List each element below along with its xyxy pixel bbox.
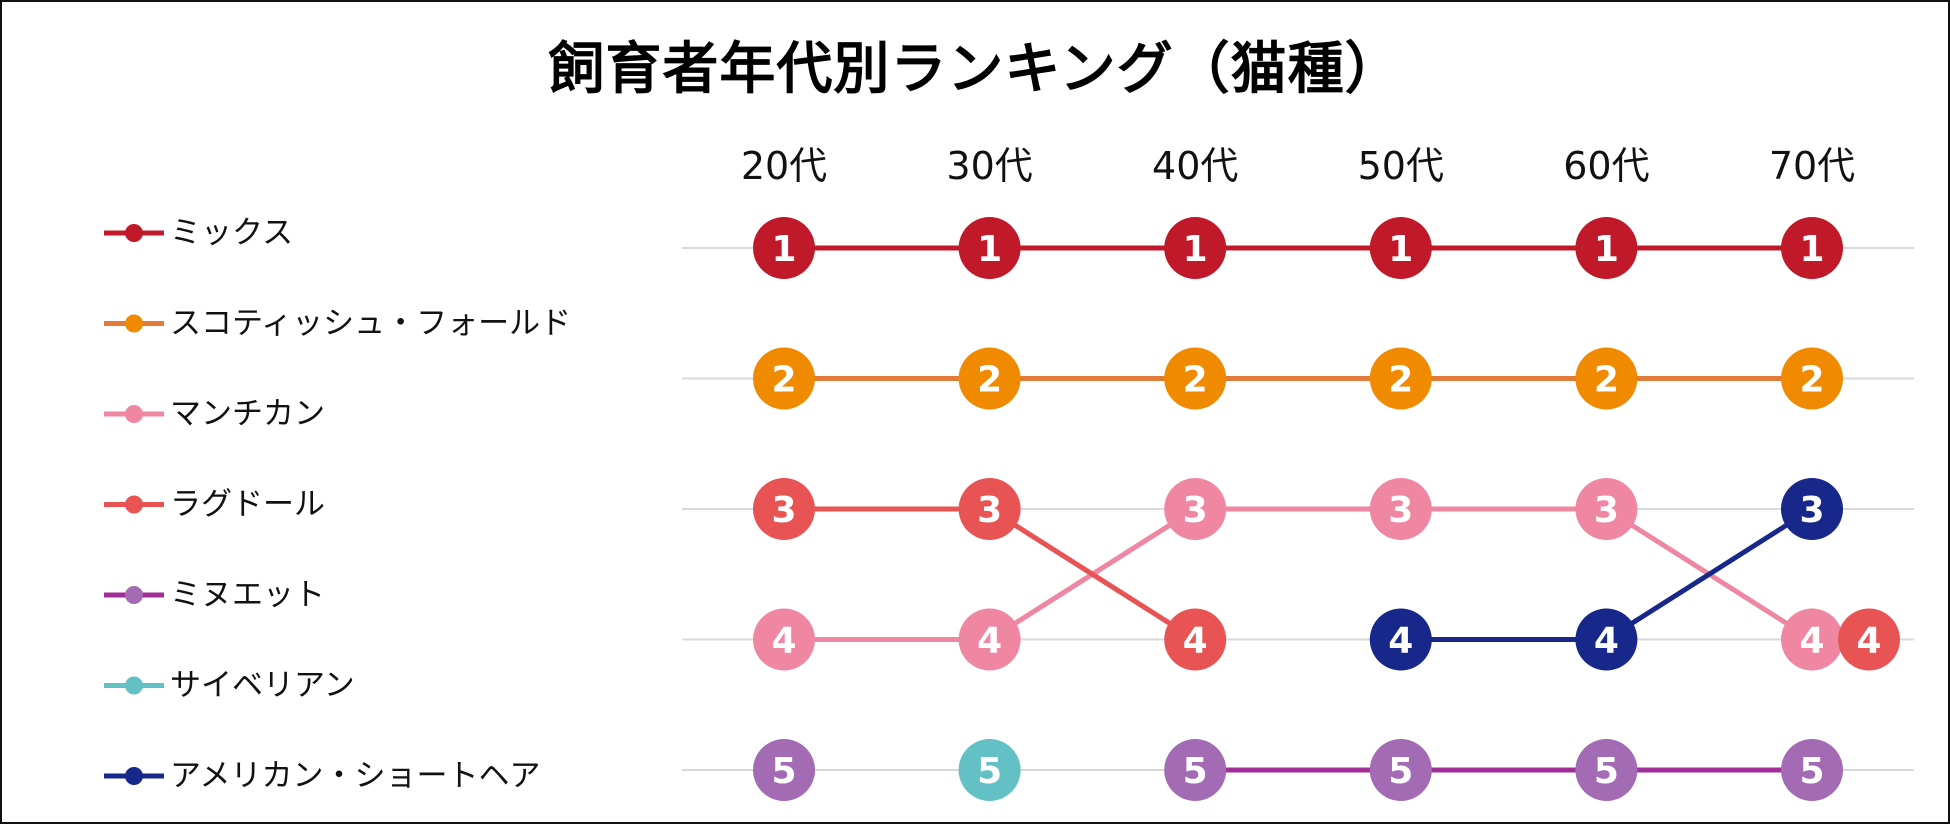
rank-label: 1 [1594, 229, 1619, 270]
rank-marker [1781, 347, 1843, 410]
rank-marker [753, 608, 815, 671]
rank-label: 3 [1388, 490, 1413, 531]
rank-marker [1164, 347, 1227, 410]
rank-label: 1 [977, 229, 1002, 270]
column-label: 40代 [1152, 144, 1238, 188]
rank-marker [1369, 217, 1432, 279]
chart-title: 飼育者年代別ランキング（猫種） [548, 37, 1402, 102]
column-label: 30代 [946, 144, 1032, 188]
rank-marker [753, 478, 815, 540]
rank-marker [1781, 217, 1843, 279]
rank-marker [1369, 739, 1432, 801]
rank-label: 3 [771, 490, 796, 531]
rank-marker [1369, 608, 1432, 671]
rank-label: 5 [771, 751, 796, 792]
rank-marker [1164, 608, 1227, 671]
legend-marker [125, 224, 143, 242]
rank-marker [1164, 739, 1227, 801]
rank-marker [958, 478, 1021, 540]
rank-marker [958, 608, 1021, 671]
column-label: 60代 [1563, 144, 1649, 188]
legend-label: スコティッシュ・フォールド [170, 306, 571, 342]
legend-label: マンチカン [170, 396, 325, 432]
legend-marker [125, 405, 143, 423]
rank-marker [1164, 217, 1227, 279]
column-label: 70代 [1769, 144, 1855, 188]
legend-label: アメリカン・ショートヘア [170, 758, 540, 794]
rank-marker [1575, 347, 1638, 410]
rank-label: 3 [1594, 490, 1619, 531]
rank-marker [958, 347, 1021, 410]
rank-label: 2 [1799, 360, 1824, 401]
column-label: 50代 [1358, 144, 1444, 188]
rank-label: 4 [1856, 621, 1881, 662]
rank-label: 4 [1594, 621, 1619, 662]
rank-marker [1369, 347, 1432, 410]
rank-marker [1838, 608, 1900, 671]
rank-label: 3 [977, 490, 1002, 531]
rank-marker [1575, 739, 1638, 801]
rank-label: 4 [1388, 621, 1413, 662]
rank-label: 1 [1799, 229, 1824, 270]
legend-marker [125, 586, 143, 604]
legend-marker [125, 767, 143, 785]
legend-marker [125, 314, 143, 333]
rank-label: 5 [1799, 751, 1824, 792]
legend-marker [125, 495, 143, 514]
rank-label: 5 [977, 751, 1002, 792]
rank-label: 3 [1799, 490, 1824, 531]
legend-label: ラグドール [170, 487, 325, 523]
rank-marker [1164, 478, 1227, 540]
series-line [987, 506, 1198, 642]
rank-label: 2 [1594, 360, 1619, 401]
rank-label: 4 [1799, 621, 1824, 662]
rank-label: 5 [1388, 751, 1413, 792]
rank-label: 1 [1183, 229, 1208, 270]
rank-label: 5 [1183, 751, 1208, 792]
rank-marker [1575, 608, 1638, 671]
rank-marker [1781, 478, 1843, 540]
rank-marker [1575, 478, 1638, 540]
rank-marker [1781, 739, 1843, 801]
rank-label: 2 [1183, 360, 1208, 401]
rank-label: 1 [1388, 229, 1413, 270]
rank-label: 4 [977, 621, 1002, 662]
rank-label: 5 [1594, 751, 1619, 792]
rank-label: 3 [1183, 490, 1208, 531]
column-label: 20代 [741, 144, 827, 188]
rank-marker [1369, 478, 1432, 540]
rank-marker [958, 739, 1021, 801]
legend-label: サイベリアン [170, 668, 355, 704]
rank-label: 2 [977, 360, 1002, 401]
rank-marker [958, 217, 1021, 279]
legend-label: ミヌエット [170, 577, 325, 613]
rank-marker [753, 739, 815, 801]
legend-marker [125, 676, 143, 695]
rank-marker [1781, 608, 1843, 671]
rank-label: 2 [1388, 360, 1413, 401]
rank-label: 2 [771, 360, 796, 401]
rank-marker [753, 347, 815, 410]
rank-marker [1575, 217, 1638, 279]
legend-label: ミックス [170, 215, 293, 251]
rank-label: 4 [1183, 621, 1208, 662]
rank-label: 1 [771, 229, 796, 270]
series-line [1603, 506, 1815, 642]
rank-marker [753, 217, 815, 279]
rank-label: 4 [771, 621, 796, 662]
